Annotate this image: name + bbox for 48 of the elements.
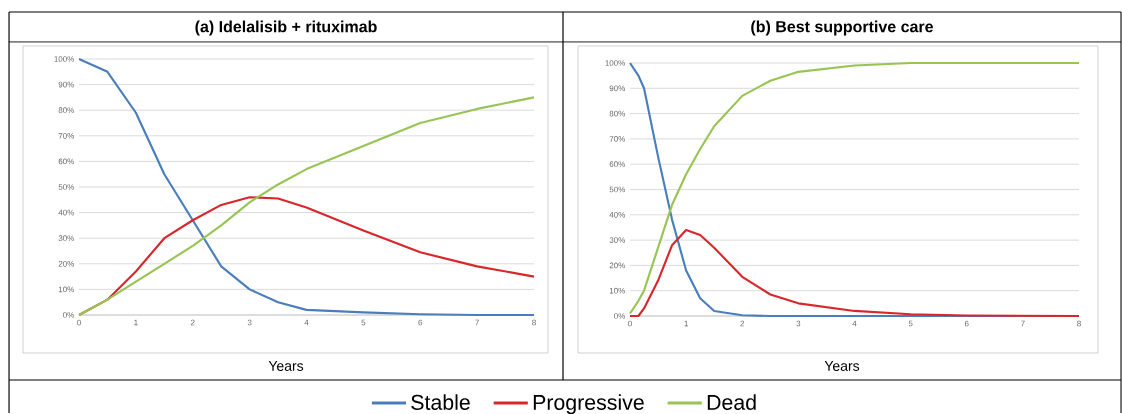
y-tick-label: 70%: [58, 132, 75, 139]
y-tick-label: 20%: [609, 262, 626, 269]
y-tick-label: 50%: [58, 184, 75, 190]
x-tick-label: 4: [304, 319, 309, 326]
y-tick-label: 10%: [609, 287, 626, 294]
y-tick-label: 20%: [58, 260, 75, 267]
y-tick-label: 90%: [609, 85, 626, 92]
x-tick-label: 3: [796, 320, 801, 327]
x-axis-title: Years: [824, 361, 860, 371]
y-tick-label: 0%: [614, 313, 626, 319]
y-tick-label: 60%: [609, 161, 626, 168]
x-tick-label: 7: [475, 319, 479, 326]
line-series: [628, 228, 1081, 318]
y-tick-label: 70%: [609, 136, 626, 142]
chart-title: (a) Idelalisib + rituximab: [195, 20, 377, 36]
y-tick-label: 90%: [58, 81, 75, 88]
y-tick-label: 60%: [58, 158, 75, 165]
x-tick-label: 2: [740, 320, 745, 327]
y-tick-label: 40%: [58, 209, 75, 216]
y-tick-label: 30%: [58, 235, 75, 242]
x-tick-label: 4: [852, 320, 857, 327]
y-tick-label: 10%: [58, 286, 75, 293]
x-tick-label: 1: [134, 319, 138, 326]
y-tick-label: 50%: [609, 186, 626, 193]
legend-label: Stable: [411, 394, 470, 410]
x-tick-label: 7: [1021, 320, 1025, 327]
legend-label: Dead: [707, 394, 756, 410]
x-tick-label: 3: [247, 319, 252, 326]
y-tick-label: 30%: [609, 237, 626, 243]
x-tick-label: 5: [908, 320, 913, 327]
y-tick-label: 0%: [63, 312, 75, 318]
x-tick-label: 8: [532, 319, 536, 326]
y-tick-label: 80%: [58, 107, 75, 114]
x-tick-label: 8: [1077, 320, 1081, 327]
x-axis-title: Years: [268, 361, 304, 371]
x-tick-label: 1: [684, 320, 688, 327]
x-tick-label: 0: [628, 320, 632, 327]
x-tick-label: 6: [418, 319, 423, 326]
y-tick-label: 100%: [54, 56, 75, 62]
x-tick-label: 5: [361, 319, 366, 326]
x-tick-label: 2: [190, 319, 195, 326]
legend-label: Progressive: [533, 394, 644, 414]
y-tick-label: 40%: [609, 211, 626, 218]
y-tick-label: 80%: [609, 110, 626, 117]
y-tick-label: 100%: [605, 60, 626, 66]
x-tick-label: 6: [964, 320, 969, 327]
x-tick-label: 0: [77, 319, 81, 326]
chart-title: (b) Best supportive care: [751, 20, 933, 36]
